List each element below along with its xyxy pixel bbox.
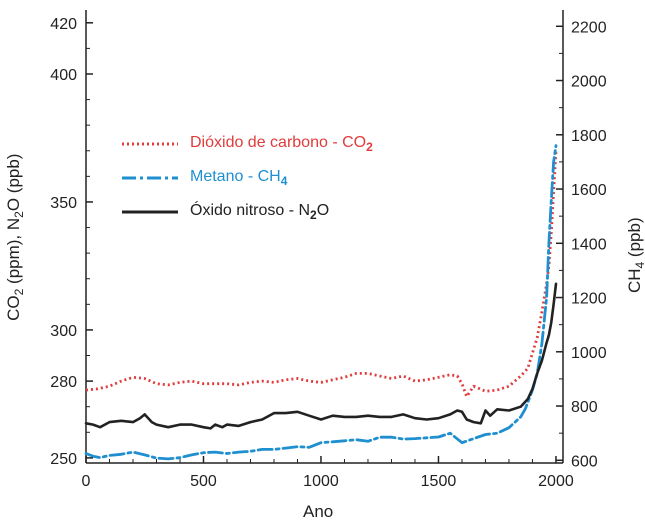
legend-label-n2o: Óxido nitroso - N2O [190,202,330,223]
y-left-tick-label: 420 [50,16,77,33]
series-line-1 [84,144,558,461]
y-right-tick-label: 2200 [571,19,607,36]
y-left-tick-label: 250 [50,451,77,468]
legend-swatch-ch4 [122,176,178,180]
legend-label-co2: Dióxido de carbono - CO2 [190,134,373,155]
x-tick-label: 500 [190,473,217,490]
x-axis-title: Ano [303,502,334,521]
x-tick-label: 2000 [538,473,574,490]
y-axis-right-title: CH4 (ppb) [624,217,645,294]
legend-swatch-n2o [122,210,178,214]
y-right-tick-label: 1200 [571,291,607,308]
ticks-layer: 0 500 1000 1500 2000 250 280 300 350 400 420 600 800… [50,16,606,490]
y-left-tick-label: 280 [50,374,77,391]
y-left-tick-label: 350 [50,195,77,212]
plot-frame [85,10,564,464]
x-tick-label: 0 [82,473,91,490]
y-right-tick-label: 1600 [571,182,607,199]
x-tick-label: 1500 [421,473,457,490]
y-left-tick-label: 400 [50,67,77,84]
series-line-0 [85,150,558,398]
y-left-tick-label: 300 [50,323,77,340]
y-right-tick-label: 1000 [571,345,607,362]
y-right-tick-label: 1400 [571,236,607,253]
y-axis-left-title: CO2 (ppm), N2O (ppb) [3,153,27,321]
series-line-2 [84,282,558,430]
legend-label-ch4: Metano - CH4 [190,168,288,189]
x-tick-label: 1000 [303,473,339,490]
y-right-tick-label: 800 [571,399,598,416]
legend-swatch-co2 [122,142,178,146]
y-right-tick-label: 2000 [571,74,607,91]
y-right-tick-label: 600 [571,453,598,470]
y-right-tick-label: 1800 [571,128,607,145]
series-layer [84,144,558,461]
